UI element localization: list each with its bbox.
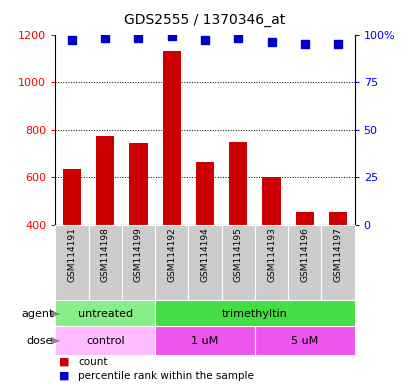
Bar xyxy=(155,326,254,355)
Text: GSM114193: GSM114193 xyxy=(266,227,275,282)
Bar xyxy=(121,225,155,300)
Text: GSM114199: GSM114199 xyxy=(134,227,143,282)
Text: count: count xyxy=(78,357,107,367)
Bar xyxy=(55,225,88,300)
Text: GSM114197: GSM114197 xyxy=(333,227,342,282)
Bar xyxy=(229,142,247,225)
Bar xyxy=(221,225,254,300)
Text: agent: agent xyxy=(21,309,53,319)
Text: 1 uM: 1 uM xyxy=(191,336,218,346)
Text: ■: ■ xyxy=(59,357,70,367)
Bar xyxy=(262,177,280,225)
Bar xyxy=(254,225,288,300)
Bar xyxy=(88,225,121,300)
Text: GSM114195: GSM114195 xyxy=(233,227,242,282)
Bar xyxy=(188,225,221,300)
Bar xyxy=(288,225,321,300)
Bar xyxy=(328,212,346,225)
Bar xyxy=(55,300,155,328)
Bar xyxy=(162,51,180,225)
Bar xyxy=(295,212,313,225)
Bar xyxy=(129,143,147,225)
Text: GSM114196: GSM114196 xyxy=(299,227,308,282)
Bar xyxy=(155,300,354,328)
Text: GSM114194: GSM114194 xyxy=(200,227,209,281)
Text: 5 uM: 5 uM xyxy=(290,336,318,346)
Bar xyxy=(55,326,155,355)
Text: GSM114198: GSM114198 xyxy=(101,227,110,282)
Text: ■: ■ xyxy=(59,371,70,381)
Text: percentile rank within the sample: percentile rank within the sample xyxy=(78,371,253,381)
Bar xyxy=(196,162,213,225)
Bar xyxy=(96,136,114,225)
Text: untreated: untreated xyxy=(77,309,133,319)
Text: GSM114191: GSM114191 xyxy=(67,227,76,282)
Bar xyxy=(63,169,81,225)
Text: GDS2555 / 1370346_at: GDS2555 / 1370346_at xyxy=(124,13,285,27)
Text: dose: dose xyxy=(27,336,53,346)
Bar xyxy=(321,225,354,300)
Text: GSM114192: GSM114192 xyxy=(167,227,176,281)
Text: control: control xyxy=(86,336,124,346)
Bar xyxy=(155,225,188,300)
Bar xyxy=(254,326,354,355)
Text: trimethyltin: trimethyltin xyxy=(221,309,287,319)
